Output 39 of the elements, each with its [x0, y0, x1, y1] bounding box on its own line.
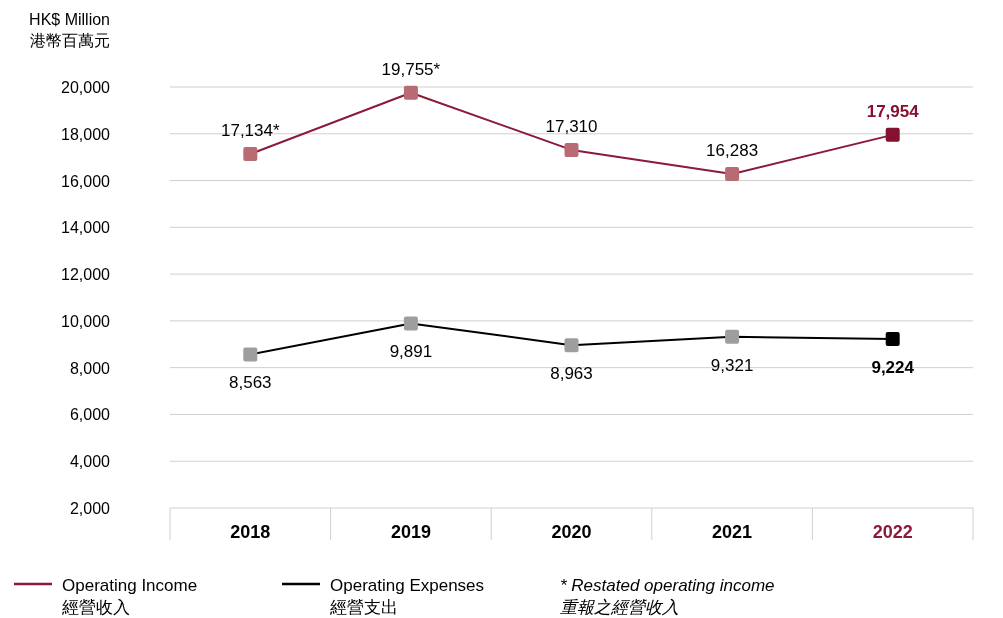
data-label: 19,755* — [381, 59, 441, 79]
data-label: 17,954 — [866, 101, 920, 121]
data-label: 17,134* — [220, 121, 280, 141]
data-label: 9,321 — [710, 355, 754, 375]
point — [403, 85, 418, 100]
point — [564, 338, 579, 353]
x-tick-label: 2021 — [712, 522, 753, 542]
x-tick-label: 2022 — [872, 522, 913, 542]
data-label: 17,310 — [545, 116, 598, 136]
y-tick-label: 14,000 — [61, 219, 111, 237]
data-label: 8,563 — [229, 373, 272, 393]
y-tick-label: 16,000 — [61, 172, 111, 190]
point — [885, 332, 900, 347]
point — [243, 347, 258, 362]
legend-label: Operating Income 經營收入 — [61, 576, 198, 617]
y-tick-label: 12,000 — [61, 266, 111, 284]
y-tick-label: 10,000 — [61, 312, 111, 330]
y-tick-label: 4,000 — [69, 453, 111, 471]
x-tick-label: 2018 — [230, 522, 271, 542]
text: * Restated operating income 重報之經營收入 — [560, 576, 775, 617]
y-tick-label: 20,000 — [61, 79, 111, 96]
x-tick-label: 2019 — [390, 522, 431, 542]
point — [885, 127, 900, 142]
legend-label: Operating Expenses 經營支出 — [329, 576, 485, 617]
data-label: 16,283 — [706, 140, 759, 160]
y-axis-title: HK$ Million 港幣百萬元 — [29, 11, 110, 49]
point — [403, 316, 418, 331]
point — [725, 166, 740, 181]
point — [725, 329, 740, 344]
data-label: 9,224 — [871, 358, 915, 378]
y-tick-label: 8,000 — [69, 359, 111, 377]
point — [243, 147, 258, 162]
point — [564, 142, 579, 157]
y-tick-label: 2,000 — [69, 500, 111, 517]
y-tick-label: 18,000 — [61, 125, 111, 143]
data-label: 8,963 — [550, 364, 593, 384]
y-tick-label: 6,000 — [69, 406, 111, 424]
data-label: 9,891 — [389, 342, 433, 362]
x-tick-label: 2020 — [551, 522, 592, 542]
